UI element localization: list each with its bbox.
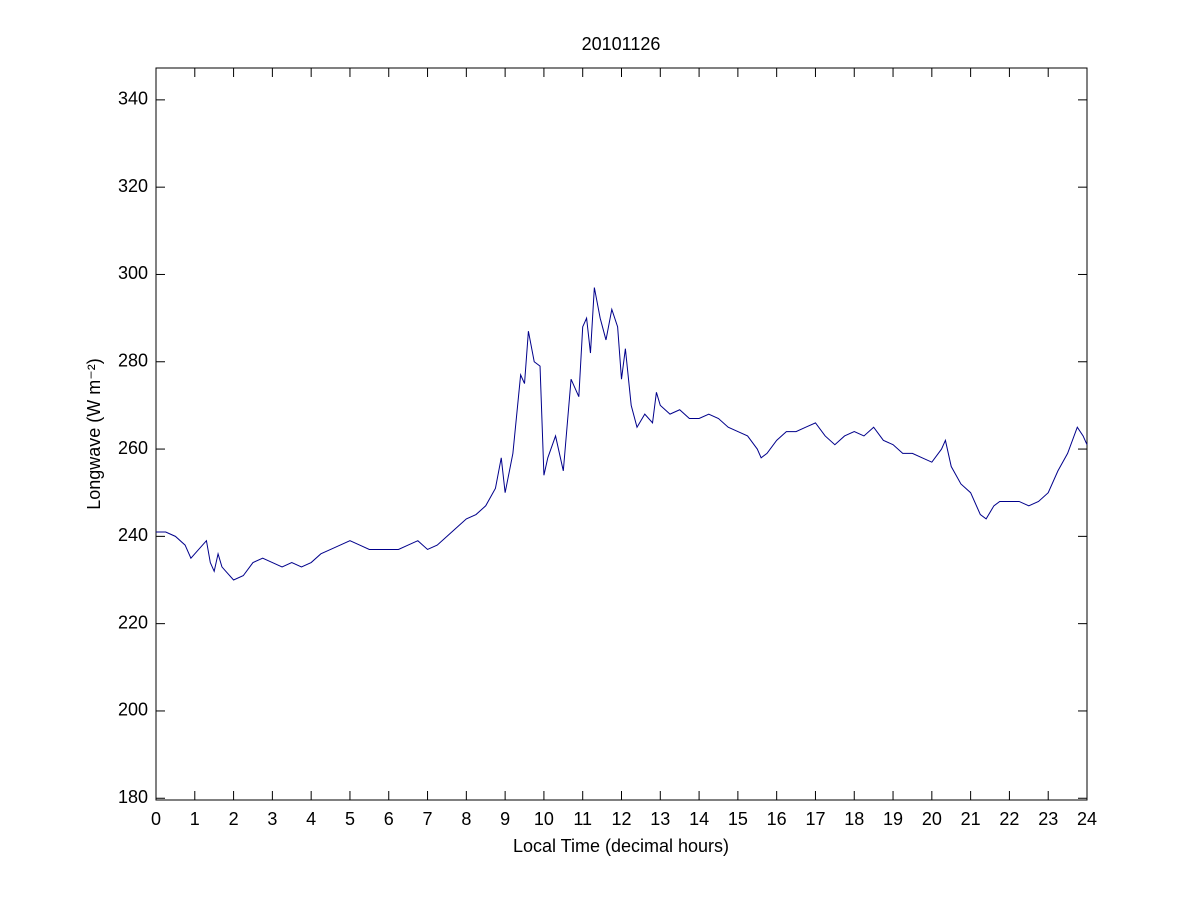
x-tick-label: 9 (500, 809, 510, 829)
x-tick-label: 15 (728, 809, 748, 829)
y-tick-label: 320 (118, 176, 148, 196)
x-tick-label: 13 (650, 809, 670, 829)
y-tick-label: 200 (118, 700, 148, 720)
x-tick-label: 1 (190, 809, 200, 829)
x-axis-label: Local Time (decimal hours) (513, 836, 729, 856)
x-tick-label: 5 (345, 809, 355, 829)
x-tick-label: 12 (611, 809, 631, 829)
x-tick-label: 23 (1038, 809, 1058, 829)
y-tick-label: 300 (118, 263, 148, 283)
y-axis-label: Longwave (W m⁻²) (84, 358, 104, 510)
y-tick-label: 180 (118, 787, 148, 807)
y-tick-label: 240 (118, 525, 148, 545)
y-tick-label: 220 (118, 612, 148, 632)
axes-box (155, 67, 1088, 801)
x-tick-label: 7 (423, 809, 433, 829)
x-tick-label: 17 (805, 809, 825, 829)
x-tick-label: 3 (267, 809, 277, 829)
y-tick-label: 260 (118, 438, 148, 458)
x-tick-label: 24 (1077, 809, 1097, 829)
x-tick-label: 10 (534, 809, 554, 829)
y-tick-label: 340 (118, 89, 148, 109)
x-tick-label: 0 (151, 809, 161, 829)
x-tick-label: 22 (999, 809, 1019, 829)
x-tick-label: 18 (844, 809, 864, 829)
x-tick-label: 16 (767, 809, 787, 829)
x-tick-label: 8 (461, 809, 471, 829)
data-line (156, 287, 1088, 581)
x-tick-label: 11 (573, 809, 592, 829)
y-tick-label: 280 (118, 351, 148, 371)
x-tick-label: 21 (961, 809, 981, 829)
x-tick-label: 2 (229, 809, 239, 829)
chart-title: 20101126 (582, 34, 661, 54)
x-tick-label: 19 (883, 809, 903, 829)
x-tick-label: 14 (689, 809, 709, 829)
x-tick-label: 6 (384, 809, 394, 829)
x-tick-label: 20 (922, 809, 942, 829)
x-tick-label: 4 (306, 809, 316, 829)
